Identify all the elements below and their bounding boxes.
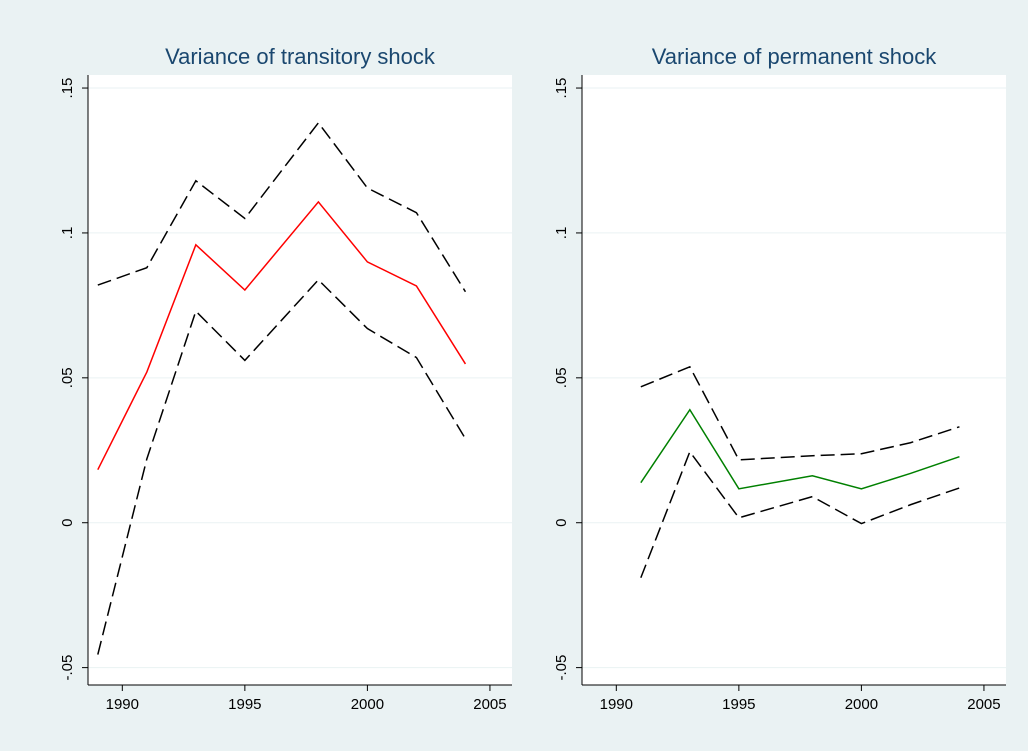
- y-tick-label: -.05: [59, 655, 76, 681]
- y-tick-label: 0: [553, 519, 570, 527]
- x-tick-label: 2000: [845, 696, 878, 713]
- chart-title: Variance of permanent shock: [652, 44, 938, 69]
- y-tick-label: .05: [59, 367, 76, 388]
- y-tick-label: .15: [59, 78, 76, 99]
- x-tick-label: 2005: [473, 696, 506, 713]
- y-tick-label: .05: [553, 367, 570, 388]
- series-line: [640, 408, 960, 490]
- series-line: [97, 200, 467, 471]
- series-line: [97, 121, 467, 293]
- x-tick-label: 2000: [351, 696, 384, 713]
- y-tick-label: 0: [59, 519, 76, 527]
- x-tick-label: 1990: [600, 696, 633, 713]
- plot-area: [582, 75, 1006, 685]
- x-tick-label: 2005: [967, 696, 1000, 713]
- y-tick-label: .1: [59, 227, 76, 240]
- y-tick-label: .15: [553, 78, 570, 99]
- x-tick-label: 1995: [722, 696, 755, 713]
- series-line: [640, 450, 960, 579]
- series-line: [97, 278, 467, 655]
- chart-title: Variance of transitory shock: [165, 44, 436, 69]
- y-tick-label: .1: [553, 227, 570, 240]
- x-tick-label: 1990: [106, 696, 139, 713]
- x-tick-label: 1995: [228, 696, 261, 713]
- series-line: [640, 365, 960, 461]
- plot-area: [88, 75, 512, 685]
- y-tick-label: -.05: [553, 655, 570, 681]
